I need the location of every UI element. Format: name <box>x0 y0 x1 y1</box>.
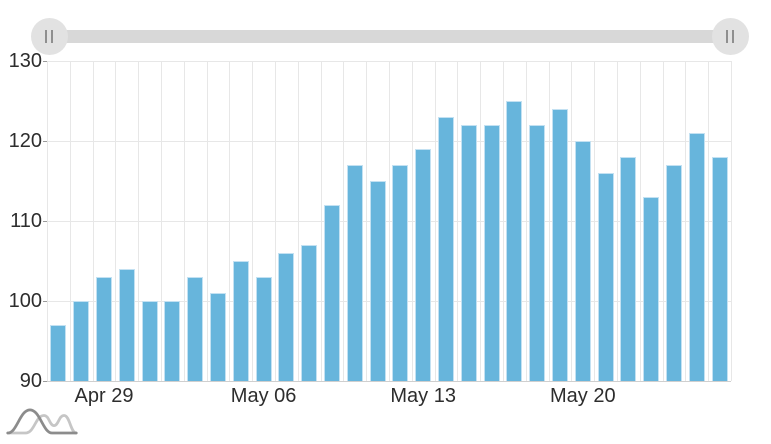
bar[interactable] <box>324 205 340 381</box>
horizontal-gridline <box>47 61 731 62</box>
horizontal-gridline <box>47 301 731 302</box>
x-axis-tick-label: May 20 <box>550 385 616 407</box>
bar[interactable] <box>164 301 181 381</box>
y-axis-tick <box>43 381 47 382</box>
grip-icon <box>726 30 728 43</box>
y-axis-tick-label: 120 <box>8 130 42 152</box>
y-axis-tick <box>43 61 47 62</box>
bar[interactable] <box>574 141 591 381</box>
bar[interactable] <box>278 253 295 381</box>
y-axis-tick <box>43 301 47 302</box>
bar[interactable] <box>255 277 272 381</box>
bar[interactable] <box>301 245 318 381</box>
bar[interactable] <box>50 325 67 381</box>
y-axis-tick <box>43 221 47 222</box>
bar[interactable] <box>483 125 500 381</box>
bar[interactable] <box>688 133 705 381</box>
logo-dark-curve <box>6 408 78 435</box>
bar[interactable] <box>711 157 728 381</box>
horizontal-gridline <box>47 221 731 222</box>
vertical-gridline <box>731 61 732 381</box>
grip-icon <box>732 30 734 43</box>
bar[interactable] <box>232 261 249 381</box>
bar[interactable] <box>529 125 546 381</box>
scrollbar-left-handle[interactable] <box>30 18 68 55</box>
x-axis-tick-label: May 13 <box>390 385 456 407</box>
bar[interactable] <box>597 173 614 381</box>
scrollbar-track[interactable] <box>49 30 731 43</box>
bar[interactable] <box>506 101 523 381</box>
scrollbar-right-handle[interactable] <box>711 18 749 55</box>
amcharts-logo[interactable] <box>5 403 79 444</box>
y-axis-tick-label: 100 <box>8 290 42 312</box>
logo-light-curve <box>6 414 78 435</box>
bar[interactable] <box>96 277 112 381</box>
bar[interactable] <box>643 197 660 381</box>
grip-icon <box>51 30 53 43</box>
bar[interactable] <box>666 165 682 381</box>
x-axis-tick-label: Apr 29 <box>74 385 134 407</box>
bar[interactable] <box>73 301 90 381</box>
bar[interactable] <box>438 117 454 381</box>
bar[interactable] <box>118 269 135 381</box>
bar[interactable] <box>187 277 204 381</box>
y-axis-tick-label: 130 <box>8 50 42 72</box>
bar[interactable] <box>392 165 409 381</box>
y-axis-tick <box>43 141 47 142</box>
bar[interactable] <box>552 109 568 381</box>
bar[interactable] <box>460 125 477 381</box>
horizontal-gridline <box>47 141 731 142</box>
x-axis-line <box>47 381 731 382</box>
grip-icon <box>45 30 47 43</box>
bar[interactable] <box>210 293 226 381</box>
bar[interactable] <box>415 149 432 381</box>
bar[interactable] <box>620 157 637 381</box>
bar[interactable] <box>346 165 363 381</box>
y-axis-tick-label: 110 <box>10 210 42 232</box>
bar[interactable] <box>141 301 158 381</box>
y-axis-tick-label: 90 <box>19 370 42 392</box>
bar[interactable] <box>369 181 386 381</box>
x-axis-tick-label: May 06 <box>230 385 297 407</box>
